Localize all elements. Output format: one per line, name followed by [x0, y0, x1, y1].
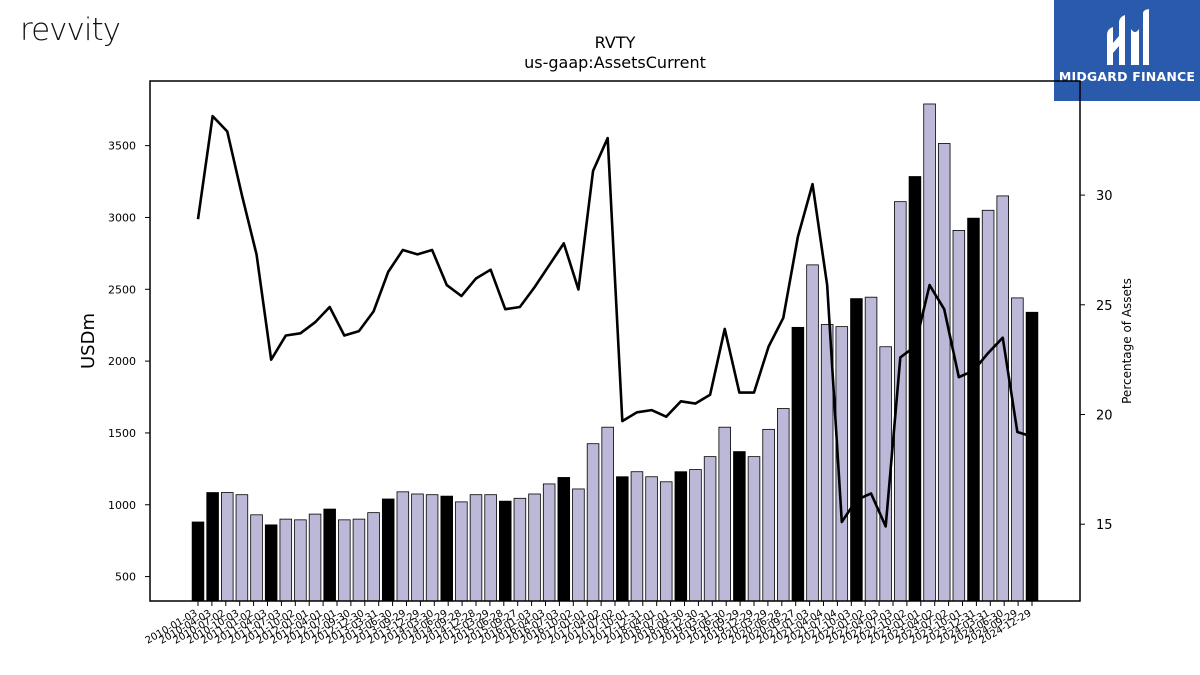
bar-2023-01-01 — [952, 229, 966, 602]
bar-2015-03-29 — [499, 500, 512, 602]
y-tick-label: 1000 — [108, 499, 136, 512]
percentage-line — [196, 114, 1033, 528]
bar-2022-07-03 — [923, 103, 936, 602]
bar-2018-12-30 — [718, 426, 731, 602]
bar-2021-07-04 — [864, 296, 878, 602]
y2-axis-label: Percentage of Assets — [1120, 278, 1134, 404]
y2-axis-ticks: 15 20 25 30 — [1080, 189, 1113, 533]
bar-2012-04-01 — [323, 508, 336, 602]
bar-2019-09-29 — [762, 428, 775, 602]
bar-2010-07-04 — [221, 492, 234, 602]
bar-2010-04-04 — [206, 492, 219, 602]
bar-2022-04-03 — [908, 176, 922, 602]
bar-2018-09-30 — [703, 456, 717, 602]
bar-2013-06-30 — [396, 491, 410, 602]
y-tick-label: 2500 — [108, 283, 136, 296]
bar-2010-01-03 — [191, 521, 205, 602]
midgard-mark-icon — [1107, 9, 1149, 65]
bar-2016-01-03 — [542, 483, 556, 602]
revvity-logo: revvity — [20, 12, 121, 48]
bar-2012-07-01 — [338, 519, 351, 602]
y2-tick-label: 15 — [1096, 518, 1113, 533]
bar-2023-07-02 — [981, 209, 995, 602]
x-axis-ticks: 2010-01-032010-04-032010-07-022010-10-03… — [144, 601, 1034, 647]
bar-2023-12-31 — [1011, 297, 1024, 602]
bar-2013-09-29 — [411, 493, 424, 602]
bar-2020-03-29 — [791, 326, 805, 602]
bar-2013-12-29 — [425, 494, 439, 602]
bar-2011-04-03 — [264, 524, 278, 602]
chart-subtitle: us-gaap:AssetsCurrent — [524, 53, 706, 72]
bar-2017-10-01 — [645, 476, 658, 602]
bar-2023-10-01 — [996, 195, 1009, 602]
bar-2018-07-01 — [689, 469, 702, 602]
bar-2016-07-03 — [572, 488, 585, 602]
bar-2010-10-03 — [235, 494, 249, 602]
y-tick-label: 1500 — [108, 427, 136, 440]
bar-2011-10-02 — [294, 519, 307, 602]
badge-brand-text: MIDGARD FINANCE — [1058, 69, 1196, 84]
y2-tick-label: 30 — [1096, 189, 1113, 204]
bar-2024-03-31 — [1025, 311, 1039, 602]
bar-2012-12-30 — [367, 512, 380, 602]
bar-2012-09-30 — [352, 518, 366, 602]
bar-2015-06-28 — [513, 497, 527, 602]
midgard-finance-badge: MIDGARD FINANCE — [1054, 0, 1200, 101]
bar-2020-06-28 — [806, 264, 819, 602]
bar-2011-01-02 — [250, 514, 263, 602]
y-tick-label: 3000 — [108, 211, 136, 224]
bar-2014-03-30 — [440, 495, 453, 602]
bar-2017-07-02 — [630, 471, 644, 602]
bar-series — [191, 103, 1039, 602]
bar-2017-01-01 — [601, 426, 614, 602]
bar-2017-04-02 — [616, 476, 629, 602]
bar-2015-09-27 — [528, 493, 541, 602]
bar-2022-10-02 — [937, 143, 951, 602]
bar-2018-04-01 — [674, 471, 688, 602]
bar-2012-01-01 — [308, 513, 322, 602]
bar-2014-09-28 — [469, 494, 483, 602]
y-axis-label: USDm — [78, 313, 99, 369]
y-axis-ticks: 500 1000 1500 2000 2500 3000 3500 — [108, 140, 150, 584]
bar-2013-03-31 — [381, 498, 395, 602]
y-tick-label: 500 — [115, 571, 136, 584]
bar-2016-10-02 — [586, 443, 600, 602]
bar-2014-12-28 — [484, 494, 497, 602]
bar-2019-12-29 — [777, 408, 790, 602]
y2-tick-label: 20 — [1096, 409, 1113, 424]
bar-2019-06-30 — [747, 456, 761, 602]
bar-2021-04-04 — [850, 298, 863, 602]
chart-title: RVTY — [595, 33, 636, 52]
bar-2016-04-03 — [557, 477, 571, 602]
bar-2019-03-31 — [733, 451, 746, 602]
y2-tick-label: 25 — [1096, 299, 1113, 314]
line-series — [196, 114, 1033, 528]
y-tick-label: 2000 — [108, 355, 136, 368]
bar-2023-04-02 — [967, 217, 980, 602]
bar-2011-07-03 — [279, 518, 293, 602]
bar-2017-12-31 — [659, 481, 673, 602]
y-tick-label: 3500 — [108, 140, 136, 153]
bar-2014-06-29 — [455, 501, 468, 602]
